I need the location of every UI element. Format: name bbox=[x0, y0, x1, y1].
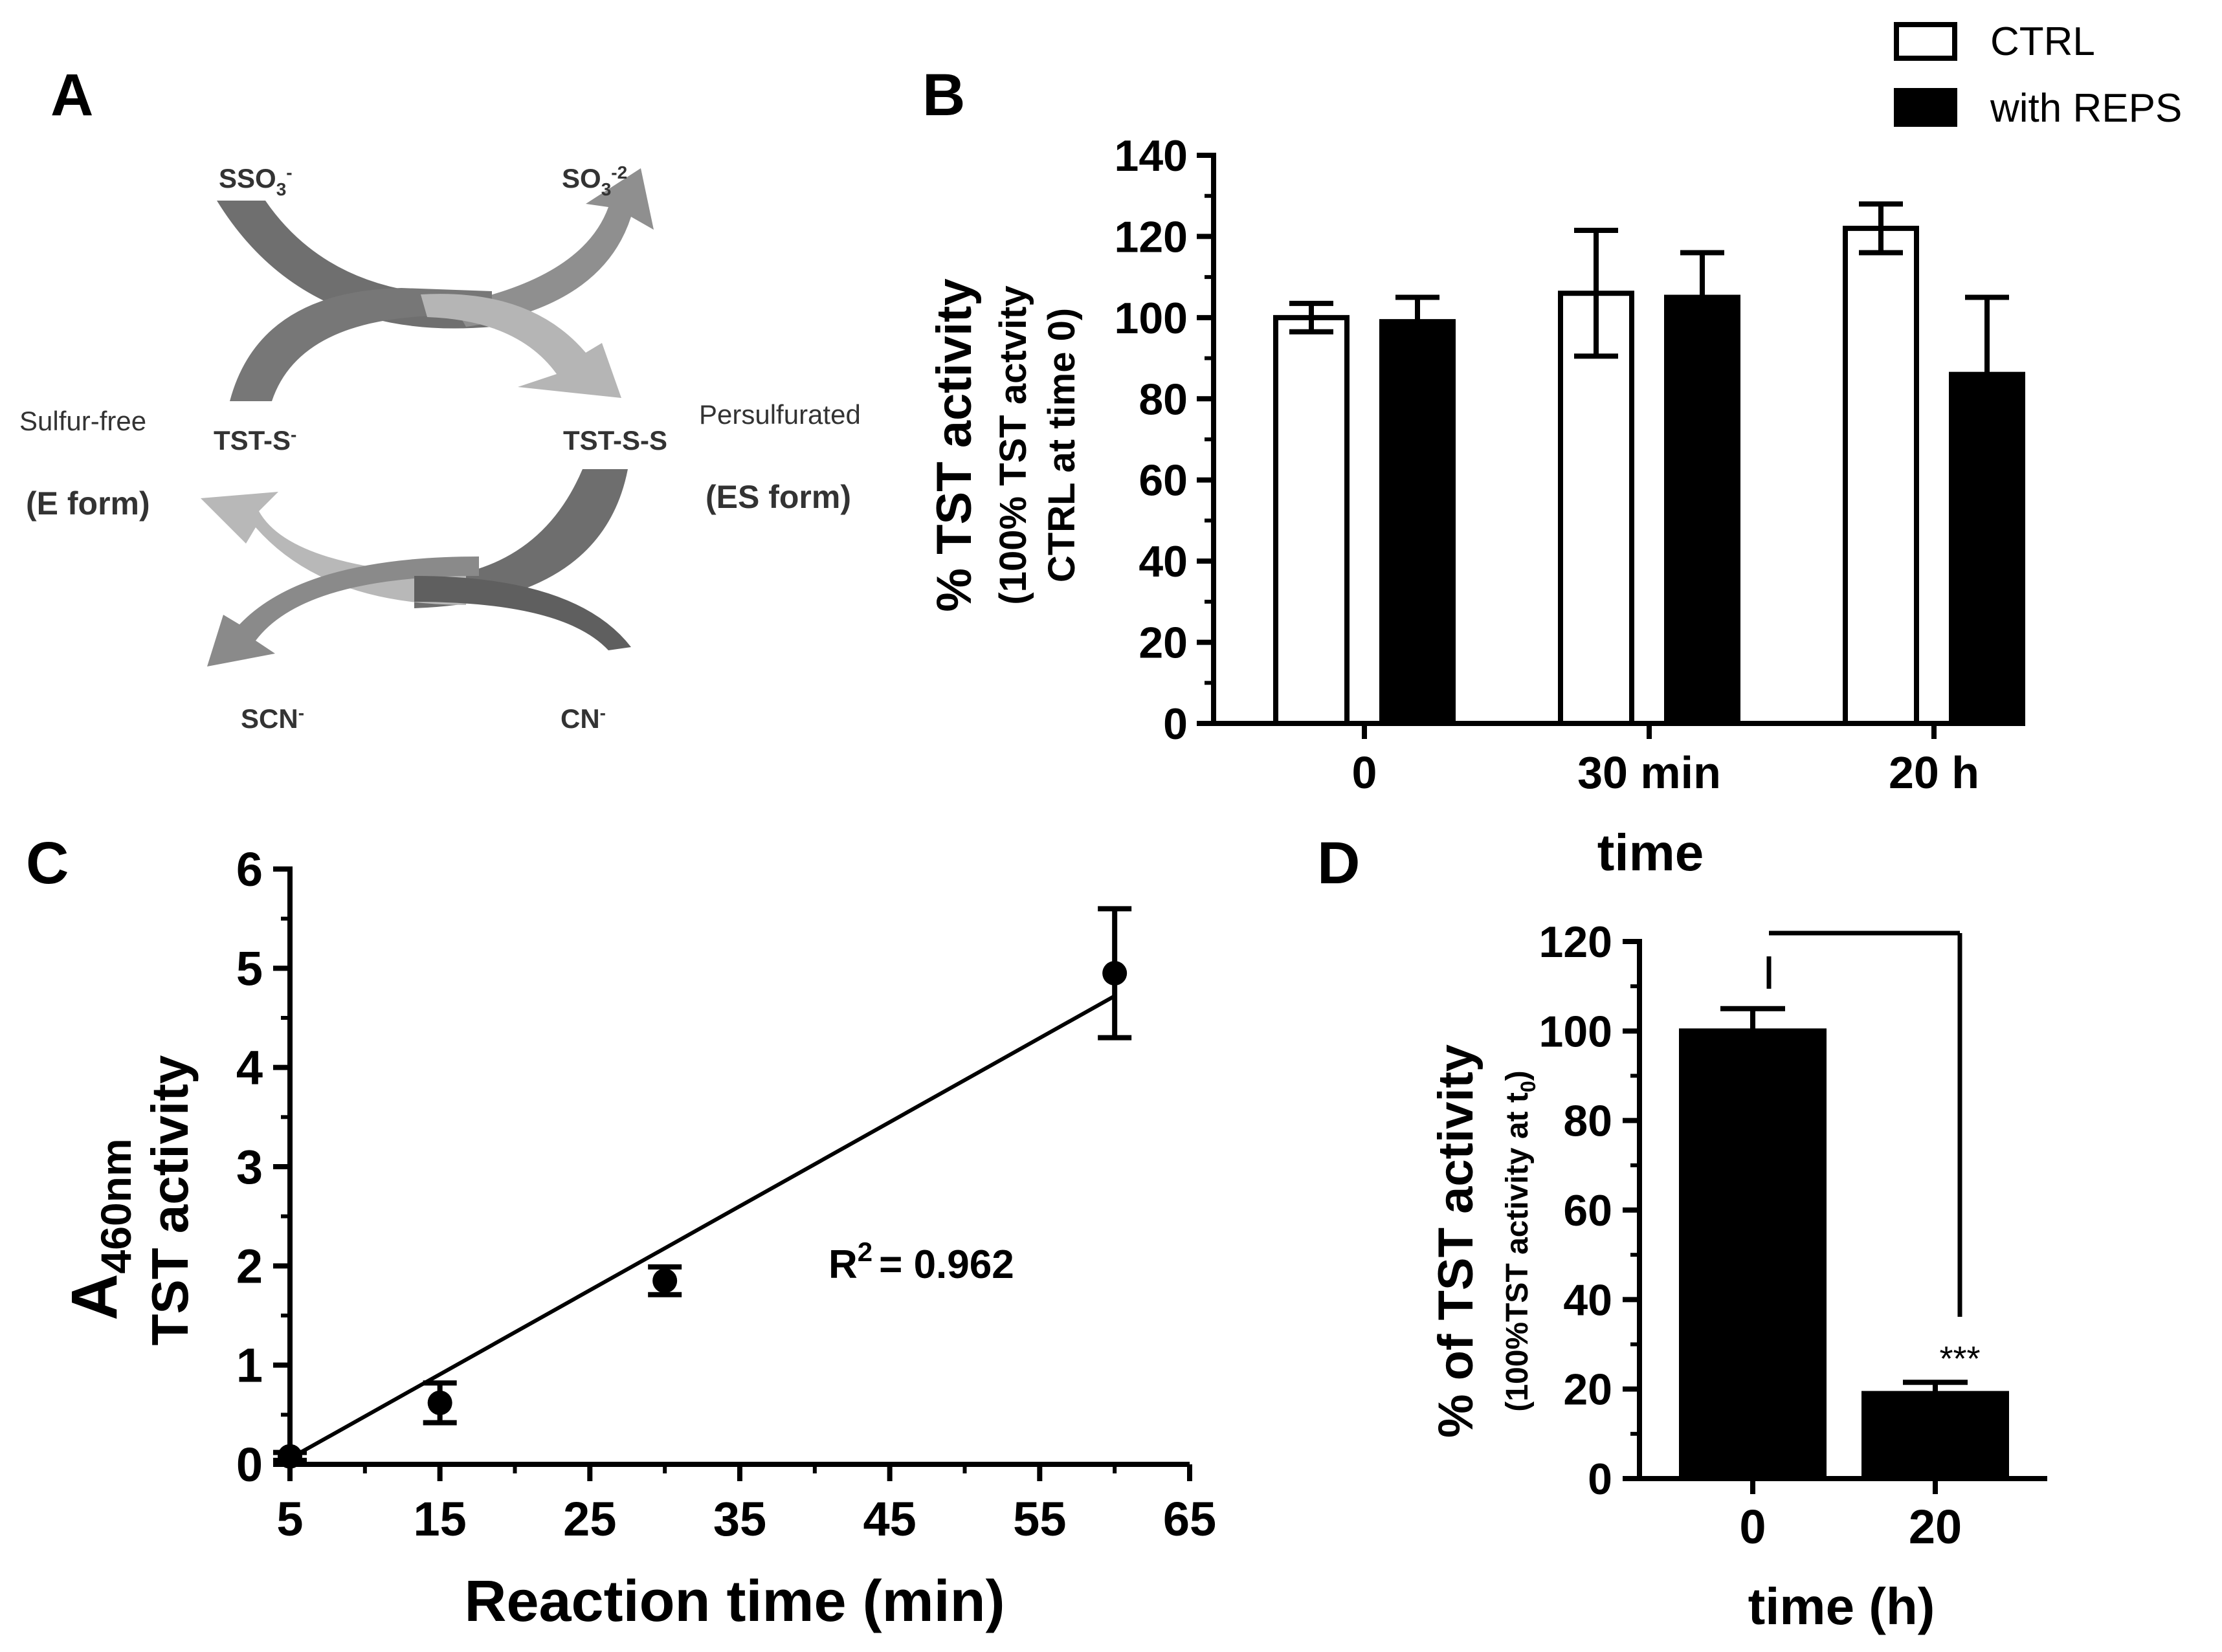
c-xtick-label: 55 bbox=[1013, 1492, 1066, 1546]
label-scn: SCN- bbox=[241, 703, 304, 734]
label-cn: CN- bbox=[561, 703, 606, 734]
c-ytick-label: 3 bbox=[236, 1140, 263, 1194]
panel-label-c: C bbox=[26, 830, 69, 896]
b-bar-reps bbox=[1664, 294, 1740, 726]
legend-swatch-reps bbox=[1894, 88, 1957, 127]
c-annotation: R2 = 0.962 bbox=[828, 1237, 1014, 1287]
b-bar-ctrl bbox=[1273, 314, 1350, 727]
c-point bbox=[427, 1390, 452, 1415]
d-ytick-label: 120 bbox=[1539, 918, 1612, 967]
label-sso3: SSO3- bbox=[219, 162, 293, 199]
d-ytick-label: 80 bbox=[1563, 1097, 1612, 1146]
c-point bbox=[652, 1268, 678, 1294]
c-point bbox=[1102, 961, 1128, 986]
d-ylabel: % of TST activity bbox=[1428, 1044, 1483, 1438]
panel-label-b: B bbox=[922, 62, 965, 128]
b-ytick-label: 100 bbox=[1115, 294, 1188, 343]
b-ylabel-sub1: (100% TST actvity bbox=[992, 285, 1034, 604]
c-xtick-label: 35 bbox=[713, 1492, 766, 1546]
c-xtick-label: 5 bbox=[276, 1492, 303, 1546]
arrow-to-scn-icon bbox=[207, 556, 479, 666]
panel-a: A SSO3- SO3-2 Sulfur-free (E form) TST-S… bbox=[19, 62, 861, 734]
b-ylabel-sub2: CTRL at time 0) bbox=[1041, 308, 1083, 582]
c-xlabel: Reaction time (min) bbox=[464, 1569, 1005, 1634]
label-tst-ss: TST-S-S bbox=[563, 425, 667, 456]
c-xtick-label: 25 bbox=[563, 1492, 616, 1546]
arrow-to-tst-ss-icon bbox=[421, 294, 621, 398]
b-ytick-label: 120 bbox=[1115, 212, 1188, 261]
b-bar-ctrl bbox=[1843, 225, 1919, 726]
d-xlabel: time (h) bbox=[1748, 1578, 1935, 1635]
c-ytick-label: 0 bbox=[236, 1438, 263, 1492]
legend-swatch-ctrl bbox=[1894, 22, 1957, 61]
legend-label-ctrl: CTRL bbox=[1990, 19, 2095, 64]
panel-d-plot: 0 20 40 60 80 100 120 0 20 *** bbox=[1539, 918, 2047, 1554]
d-bar bbox=[1861, 1391, 2009, 1481]
b-ytick-label: 20 bbox=[1139, 619, 1188, 668]
label-es-form: (ES form) bbox=[705, 479, 851, 515]
c-point bbox=[278, 1444, 302, 1469]
panel-b: B CTRL with REPS 0 20 40 60 80 100 120 140 0 30 m… bbox=[922, 19, 2182, 881]
label-sulfur-free: Sulfur-free bbox=[19, 406, 146, 436]
legend-label-reps: with REPS bbox=[1990, 86, 2182, 131]
b-bar-reps bbox=[1379, 319, 1456, 726]
b-xtick-label: 30 min bbox=[1577, 747, 1721, 798]
b-ytick-label: 0 bbox=[1163, 699, 1188, 749]
c-xtick-label: 65 bbox=[1163, 1492, 1216, 1546]
c-xtick-label: 15 bbox=[414, 1492, 467, 1546]
b-ylabel: % TST activity bbox=[927, 278, 982, 611]
panel-label-d: D bbox=[1317, 830, 1360, 896]
b-ytick-label: 40 bbox=[1139, 537, 1188, 586]
c-ytick-label: 2 bbox=[236, 1239, 263, 1293]
b-bar-reps bbox=[1949, 371, 2025, 726]
b-xlabel: time bbox=[1597, 824, 1704, 881]
b-xtick-label: 0 bbox=[1352, 747, 1377, 798]
d-ylabel-sub: (100%TST activity at t0) bbox=[1500, 1070, 1540, 1411]
panel-d: D 0 20 40 60 80 100 120 0 20 *** % of TST activit… bbox=[1317, 830, 2047, 1635]
c-ytick-label: 6 bbox=[236, 843, 263, 896]
label-persulfurated: Persulfurated bbox=[699, 399, 861, 430]
c-xtick-label: 45 bbox=[863, 1492, 917, 1546]
c-ytick-label: 1 bbox=[236, 1339, 263, 1393]
b-ytick-label: 140 bbox=[1115, 131, 1188, 181]
c-ytick-label: 4 bbox=[236, 1041, 263, 1095]
d-significance: *** bbox=[1939, 1339, 1980, 1378]
c-fit-line bbox=[289, 994, 1116, 1460]
c-ytick-label: 5 bbox=[236, 942, 263, 995]
b-xtick-label: 20 h bbox=[1889, 747, 1979, 798]
d-xtick-label: 20 bbox=[1909, 1500, 1962, 1554]
panel-b-plot: 0 20 40 60 80 100 120 140 0 30 min 20 h bbox=[1115, 131, 2025, 798]
c-ylabel-line2: TST activity bbox=[141, 1055, 199, 1346]
panel-label-a: A bbox=[50, 62, 93, 128]
arrow-to-tst-s-icon bbox=[230, 288, 492, 401]
d-ytick-label: 20 bbox=[1563, 1365, 1612, 1415]
label-e-form: (E form) bbox=[26, 485, 150, 522]
label-tst-s: TST-S- bbox=[214, 424, 296, 456]
b-ytick-label: 60 bbox=[1139, 456, 1188, 505]
d-ytick-label: 0 bbox=[1588, 1455, 1612, 1504]
d-bar bbox=[1679, 1028, 1827, 1482]
d-ytick-label: 40 bbox=[1563, 1275, 1612, 1325]
d-xtick-label: 0 bbox=[1739, 1500, 1766, 1554]
d-ytick-label: 100 bbox=[1539, 1007, 1612, 1056]
c-ylabel-line1: A460nm bbox=[58, 1138, 140, 1320]
arrow-cn-icon bbox=[414, 576, 631, 650]
d-ytick-label: 60 bbox=[1563, 1186, 1612, 1235]
b-ytick-label: 80 bbox=[1139, 375, 1188, 424]
